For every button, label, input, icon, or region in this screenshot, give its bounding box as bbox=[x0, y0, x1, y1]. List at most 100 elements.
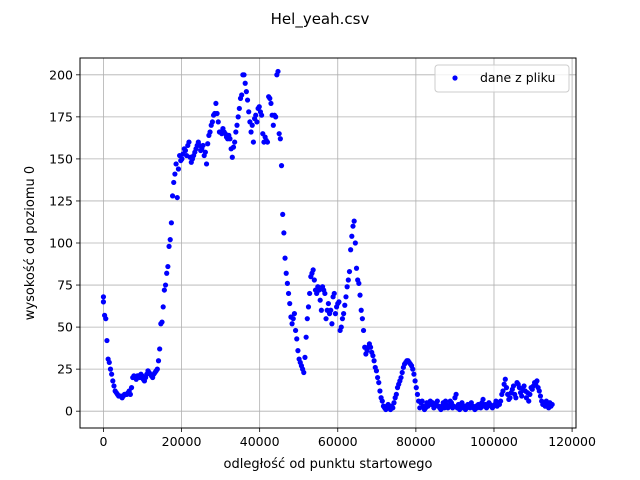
data-point bbox=[345, 277, 351, 283]
data-point bbox=[373, 368, 380, 374]
data-point bbox=[342, 302, 348, 308]
data-point bbox=[273, 114, 279, 120]
data-point bbox=[276, 131, 282, 137]
data-point bbox=[311, 277, 317, 283]
data-point bbox=[398, 374, 404, 381]
data-point bbox=[128, 385, 135, 391]
data-point bbox=[100, 294, 107, 300]
data-point bbox=[295, 348, 301, 354]
y-tick-label: 125 bbox=[49, 193, 73, 208]
data-point bbox=[290, 316, 296, 322]
data-point bbox=[332, 311, 339, 317]
data-point bbox=[202, 149, 208, 155]
data-point bbox=[172, 171, 178, 177]
data-point bbox=[249, 122, 255, 128]
data-point bbox=[203, 161, 210, 167]
x-tick-label: 100000 bbox=[470, 434, 518, 449]
data-point bbox=[510, 383, 517, 389]
x-tick-label: 120000 bbox=[548, 434, 596, 449]
data-point bbox=[534, 378, 540, 384]
y-axis-label: wysokość od poziomu 0 bbox=[23, 166, 38, 320]
data-point bbox=[498, 398, 504, 404]
data-point bbox=[325, 300, 331, 307]
x-tick-label: 0 bbox=[99, 434, 107, 449]
data-point bbox=[235, 114, 241, 120]
data-point bbox=[307, 290, 313, 297]
data-point bbox=[246, 109, 252, 115]
data-point bbox=[348, 247, 354, 253]
data-point bbox=[175, 166, 182, 172]
data-point bbox=[353, 265, 360, 271]
data-point bbox=[173, 161, 179, 167]
y-tick-label: 25 bbox=[57, 362, 73, 377]
data-point bbox=[352, 240, 358, 246]
data-point bbox=[359, 316, 365, 322]
data-point bbox=[339, 316, 346, 322]
data-point bbox=[106, 359, 112, 366]
data-point bbox=[344, 284, 350, 290]
data-point bbox=[200, 142, 206, 149]
data-point bbox=[214, 110, 220, 117]
data-point bbox=[367, 344, 374, 350]
data-point bbox=[331, 290, 337, 297]
data-point bbox=[227, 136, 233, 142]
data-point bbox=[244, 97, 251, 103]
data-point bbox=[179, 156, 185, 162]
data-point bbox=[502, 376, 508, 382]
data-point bbox=[285, 290, 292, 297]
data-point bbox=[232, 139, 238, 145]
data-point bbox=[349, 233, 355, 239]
data-point bbox=[390, 405, 396, 411]
data-point bbox=[322, 290, 328, 297]
data-point bbox=[103, 316, 109, 322]
data-point bbox=[526, 398, 532, 404]
data-point bbox=[230, 144, 237, 150]
data-point bbox=[282, 255, 288, 261]
data-point bbox=[316, 287, 322, 293]
data-point bbox=[413, 385, 419, 391]
data-point bbox=[242, 80, 248, 86]
data-point bbox=[399, 369, 405, 376]
data-point bbox=[127, 391, 133, 397]
data-point bbox=[329, 321, 335, 327]
x-tick-label: 20000 bbox=[162, 434, 202, 449]
data-point bbox=[174, 194, 180, 201]
data-point bbox=[107, 366, 114, 372]
data-point bbox=[379, 398, 385, 404]
data-point bbox=[275, 68, 281, 75]
data-point bbox=[186, 139, 192, 145]
legend-marker bbox=[452, 75, 458, 81]
data-point bbox=[229, 154, 235, 160]
data-point bbox=[391, 400, 397, 406]
data-point bbox=[377, 388, 383, 394]
data-point bbox=[110, 378, 116, 384]
data-point bbox=[270, 122, 276, 128]
data-point bbox=[268, 100, 274, 107]
data-point bbox=[234, 122, 240, 128]
data-point bbox=[167, 237, 173, 243]
data-point bbox=[100, 299, 107, 305]
data-point bbox=[357, 292, 363, 298]
data-point bbox=[434, 398, 440, 404]
data-points bbox=[100, 68, 555, 413]
x-tick-label: 80000 bbox=[396, 434, 436, 449]
data-point bbox=[317, 297, 323, 303]
data-point bbox=[264, 139, 271, 145]
data-point bbox=[291, 311, 298, 317]
data-point bbox=[292, 327, 299, 334]
x-tick-label: 40000 bbox=[240, 434, 280, 449]
data-point bbox=[536, 388, 542, 394]
data-point bbox=[549, 401, 555, 408]
data-point bbox=[250, 139, 256, 145]
data-point bbox=[233, 129, 239, 135]
data-point bbox=[527, 391, 533, 397]
legend-box bbox=[434, 64, 570, 93]
data-point bbox=[207, 129, 213, 135]
data-point bbox=[281, 230, 287, 236]
data-point bbox=[161, 287, 167, 293]
data-point bbox=[160, 304, 166, 310]
data-point bbox=[159, 319, 165, 325]
y-tick-label: 150 bbox=[49, 151, 73, 166]
grid-lines bbox=[80, 58, 576, 428]
chart-title: Hel_yeah.csv bbox=[271, 10, 370, 29]
